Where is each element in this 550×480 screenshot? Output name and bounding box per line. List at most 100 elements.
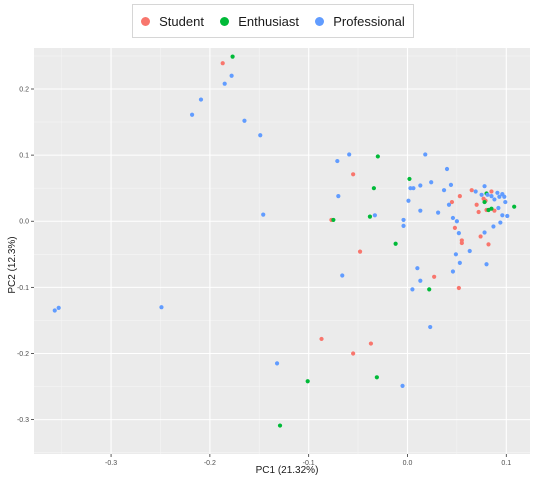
data-point-professional[interactable] <box>410 287 415 292</box>
series-enthusiast <box>230 54 517 428</box>
data-point-professional[interactable] <box>457 260 462 266</box>
data-point-student[interactable] <box>220 61 225 66</box>
data-point-professional[interactable] <box>261 212 266 217</box>
x-tick-label: -0.3 <box>105 460 117 467</box>
data-point-professional[interactable] <box>482 184 487 189</box>
data-point-student[interactable] <box>357 249 363 254</box>
data-point-professional[interactable] <box>406 198 411 203</box>
data-point-professional[interactable] <box>479 192 484 197</box>
data-point-enthusiast[interactable] <box>489 206 494 211</box>
data-point-professional[interactable] <box>159 305 164 310</box>
data-point-enthusiast[interactable] <box>374 375 379 380</box>
data-point-professional[interactable] <box>491 224 496 229</box>
data-point-professional[interactable] <box>482 230 487 235</box>
data-point-professional[interactable] <box>411 186 416 191</box>
data-point-professional[interactable] <box>222 81 227 86</box>
data-point-enthusiast[interactable] <box>512 204 517 209</box>
data-point-professional[interactable] <box>441 188 447 193</box>
data-point-enthusiast[interactable] <box>305 379 310 384</box>
legend-item-enthusiast[interactable]: Enthusiast <box>220 14 299 29</box>
data-point-student[interactable] <box>486 242 491 247</box>
data-point-professional[interactable] <box>448 182 454 187</box>
data-point-enthusiast[interactable] <box>427 287 432 292</box>
data-point-professional[interactable] <box>429 180 434 185</box>
data-point-professional[interactable] <box>242 118 247 123</box>
data-point-professional[interactable] <box>492 197 497 202</box>
legend-item-student[interactable]: Student <box>141 14 204 29</box>
data-point-professional[interactable] <box>372 213 377 218</box>
data-point-professional[interactable] <box>274 361 280 366</box>
data-point-student[interactable] <box>351 351 356 356</box>
data-point-professional[interactable] <box>498 220 503 225</box>
data-point-enthusiast[interactable] <box>393 241 398 246</box>
data-point-student[interactable] <box>456 285 461 291</box>
data-point-professional[interactable] <box>450 269 456 274</box>
plot-panel <box>34 48 530 454</box>
data-point-student[interactable] <box>478 234 483 239</box>
data-point-student[interactable] <box>457 194 462 199</box>
data-point-student[interactable] <box>449 199 455 205</box>
data-point-professional[interactable] <box>450 215 456 221</box>
data-point-professional[interactable] <box>456 231 461 236</box>
data-point-enthusiast[interactable] <box>482 199 487 205</box>
data-point-student[interactable] <box>492 208 497 213</box>
data-point-professional[interactable] <box>428 324 433 330</box>
data-point-professional[interactable] <box>495 190 500 195</box>
data-point-professional[interactable] <box>340 273 345 278</box>
data-point-student[interactable] <box>469 188 474 193</box>
data-point-enthusiast[interactable] <box>407 176 412 182</box>
data-point-enthusiast[interactable] <box>277 423 283 428</box>
data-point-student[interactable] <box>319 336 324 342</box>
data-point-professional[interactable] <box>408 186 413 191</box>
data-point-professional[interactable] <box>423 152 428 157</box>
data-point-professional[interactable] <box>401 217 406 223</box>
data-point-professional[interactable] <box>467 248 472 254</box>
data-point-professional[interactable] <box>444 166 450 172</box>
data-point-professional[interactable] <box>473 189 478 194</box>
data-point-professional[interactable] <box>489 194 494 199</box>
data-point-professional[interactable] <box>335 158 340 164</box>
data-point-professional[interactable] <box>229 73 234 78</box>
data-point-professional[interactable] <box>400 383 405 388</box>
data-point-professional[interactable] <box>436 210 441 215</box>
data-point-student[interactable] <box>432 274 437 279</box>
data-point-professional[interactable] <box>446 202 452 207</box>
data-point-student[interactable] <box>368 341 374 346</box>
data-point-enthusiast[interactable] <box>367 214 373 219</box>
series-professional <box>52 73 510 388</box>
data-point-student[interactable] <box>489 189 494 194</box>
data-point-professional[interactable] <box>401 223 406 228</box>
y-tick-label: 0.1 <box>19 153 29 160</box>
data-point-professional[interactable] <box>418 208 423 213</box>
data-point-professional[interactable] <box>453 252 458 257</box>
data-point-professional[interactable] <box>418 278 423 283</box>
data-point-professional[interactable] <box>503 199 508 205</box>
data-point-student[interactable] <box>452 225 458 230</box>
data-point-enthusiast[interactable] <box>230 54 235 59</box>
data-point-student[interactable] <box>474 202 479 207</box>
data-point-professional[interactable] <box>484 262 489 267</box>
data-point-professional[interactable] <box>189 112 195 117</box>
data-point-student[interactable] <box>459 240 464 246</box>
data-point-professional[interactable] <box>485 192 490 197</box>
data-point-professional[interactable] <box>454 219 459 224</box>
data-point-professional[interactable] <box>336 194 341 199</box>
data-point-enthusiast[interactable] <box>371 186 376 191</box>
data-point-professional[interactable] <box>415 266 420 271</box>
data-point-enthusiast[interactable] <box>375 154 380 159</box>
data-point-professional[interactable] <box>418 183 423 188</box>
data-point-professional[interactable] <box>497 194 502 199</box>
data-point-enthusiast[interactable] <box>331 217 336 223</box>
data-point-professional[interactable] <box>258 133 263 138</box>
data-point-professional[interactable] <box>502 194 507 199</box>
data-point-student[interactable] <box>476 209 481 215</box>
data-point-professional[interactable] <box>496 205 501 211</box>
data-point-professional[interactable] <box>56 305 61 310</box>
data-point-professional[interactable] <box>347 152 352 157</box>
legend-item-professional[interactable]: Professional <box>315 14 405 29</box>
data-point-professional[interactable] <box>52 308 57 313</box>
data-point-professional[interactable] <box>500 213 505 218</box>
data-point-professional[interactable] <box>198 97 204 102</box>
data-point-student[interactable] <box>351 172 356 177</box>
data-point-professional[interactable] <box>505 213 510 219</box>
